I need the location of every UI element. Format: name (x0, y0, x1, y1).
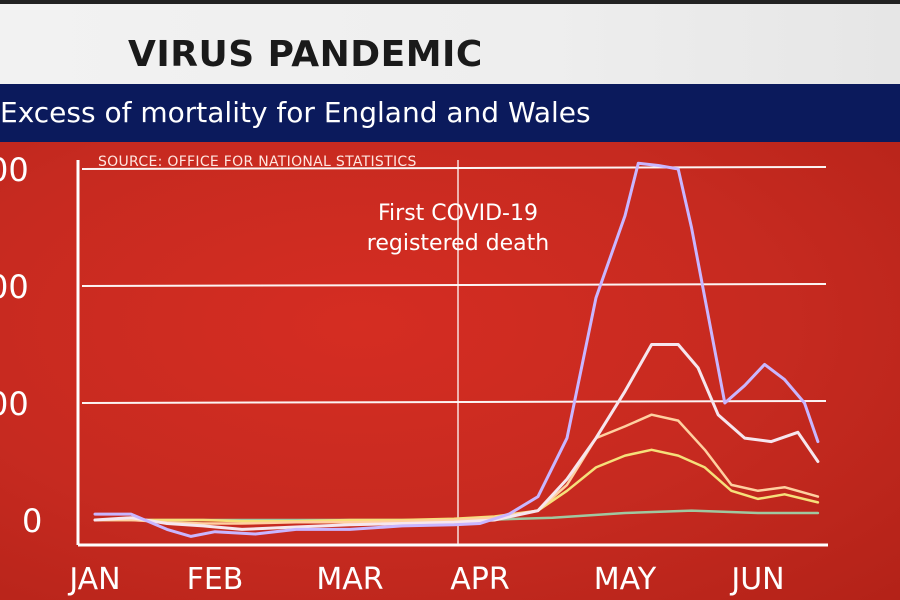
grid-line (81, 166, 827, 170)
x-tick-label: MAR (316, 562, 383, 597)
grid-line (81, 283, 827, 287)
x-tick-label: JUN (729, 562, 784, 597)
series-line-3 (93, 413, 820, 525)
y-tick-label: 00 (0, 268, 29, 306)
x-tick-label: JAN (67, 562, 120, 597)
y-tick-label: 00 (0, 151, 29, 189)
annotation-text: registered death (367, 231, 549, 256)
series-line-1 (93, 161, 820, 538)
chart-panel: SOURCE: OFFICE FOR NATIONAL STATISTICS Fi… (0, 142, 900, 600)
page-title: VIRUS PANDEMIC (128, 34, 483, 75)
series-line-2 (93, 343, 820, 531)
x-tick-label: MAY (594, 562, 657, 597)
excess-mortality-chart: SOURCE: OFFICE FOR NATIONAL STATISTICS Fi… (0, 151, 828, 597)
annotation-text: First COVID-19 (378, 201, 538, 226)
x-tick-label: FEB (187, 562, 244, 597)
x-tick-label: APR (450, 562, 509, 597)
y-tick-label: 0 (22, 502, 42, 540)
source-note: SOURCE: OFFICE FOR NATIONAL STATISTICS (98, 154, 417, 170)
y-tick-label: 00 (0, 385, 29, 423)
chart-subtitle: Excess of mortality for England and Wale… (0, 96, 591, 129)
title-bar: VIRUS PANDEMIC (0, 0, 900, 84)
subtitle-bar: Excess of mortality for England and Wale… (0, 84, 900, 142)
grid-line (81, 400, 827, 404)
